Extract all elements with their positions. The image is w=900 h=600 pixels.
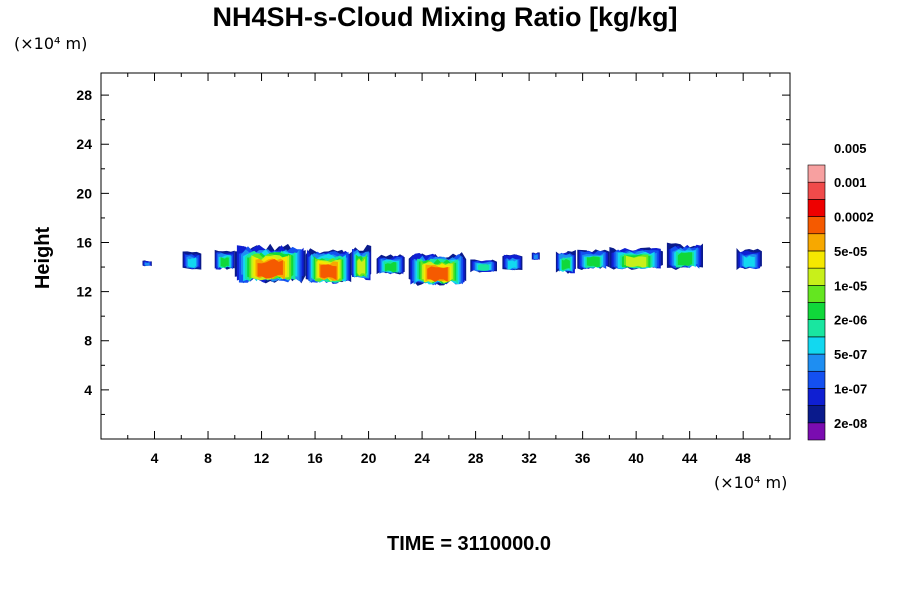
colorbar-label: 2e-06 [834,313,867,328]
colorbar-label: 5e-05 [834,244,867,259]
contour-fill [626,255,647,268]
colorbar-label: 0.005 [834,141,867,156]
time-label: TIME = 3110000.0 [387,533,551,555]
cloud-cluster [182,251,202,270]
x-tick-label: 24 [414,450,430,466]
contour-fill [677,252,693,266]
x-tick-label: 20 [361,450,377,466]
y-tick-label: 24 [76,136,92,152]
colorbar-swatch [807,319,826,338]
x-tick-label: 48 [735,450,751,466]
cloud-cluster [666,242,703,270]
colorbar-swatch [807,353,826,372]
contour-fill [478,264,490,271]
cloud-cluster [502,254,523,271]
colorbar-swatch [807,199,826,217]
colorbar: 2e-08 1e-07 5e-07 2e-06 1e-05 5e-05 0.0002 0.00… [807,141,874,441]
colorbar-swatch [807,250,826,269]
contour-fill [257,259,283,279]
cloud-cluster [142,260,152,267]
colorbar-label: 1e-05 [834,278,867,293]
contour-fill [533,254,538,260]
x-tick-label: 36 [575,450,591,466]
contour-fill [508,259,517,270]
colorbar-swatch [807,336,826,355]
colorbar-swatch [807,181,826,200]
colorbar-swatch [807,267,826,286]
colorbar-swatch [807,388,826,406]
contour-fill [427,266,448,282]
colorbar-swatch [807,216,826,235]
cloud-cluster [376,254,405,275]
y-tick-label: 8 [84,333,92,349]
chart-title: NH4SH-s-Cloud Mixing Ratio [kg/kg] [213,2,678,32]
y-tick-label: 28 [76,87,92,103]
y-tick-label: 12 [76,284,92,300]
x-tick-label: 44 [682,450,698,466]
colorbar-swatch [807,370,826,389]
cloud-cluster [555,250,576,274]
x-tick-label: 12 [254,450,270,466]
contour-fill [586,256,600,268]
colorbar-swatch [807,164,826,183]
cloud-cluster [234,243,306,284]
y-unit-label: (×10⁴ m) [14,34,87,53]
colorbar-swatch [807,233,826,252]
colorbar-label: 1e-07 [834,381,867,396]
contour-fill [385,262,397,273]
colorbar-swatch [807,422,826,441]
x-tick-label: 4 [151,450,159,466]
colorbar-label: 0.001 [834,175,867,190]
cloud-cluster [305,248,352,284]
cloud-cluster [470,259,497,273]
cloud-field [142,242,762,286]
colorbar-label: 2e-08 [834,416,867,431]
y-tick-label: 16 [76,234,92,250]
cloud-cluster [214,249,235,270]
cloud-cluster [531,252,540,260]
contour-fill [357,258,365,276]
contour-fill [743,255,755,268]
y-axis-title: Height [32,227,54,290]
contour-fill [144,262,150,266]
cloud-cluster [609,247,663,270]
x-tick-label: 8 [204,450,212,466]
contour-fill [320,264,337,280]
y-tick-label: 4 [84,382,92,398]
x-tick-label: 40 [628,450,644,466]
colorbar-label: 0.0002 [834,210,874,225]
x-tick-label: 16 [307,450,323,466]
cloud-cluster [351,244,372,281]
x-tick-label: 32 [521,450,537,466]
contour-fill [187,257,197,268]
cloud-cluster [408,252,467,286]
cloud-cluster [577,249,610,270]
contour-fill [220,257,229,268]
colorbar-label: 5e-07 [834,347,867,362]
colorbar-swatch [807,285,826,303]
cloud-cluster [736,248,762,270]
plot-frame [100,72,791,440]
x-unit-label: (×10⁴ m) [714,473,787,492]
x-tick-label: 28 [468,450,484,466]
contour-fill [561,259,570,270]
colorbar-swatch [807,302,826,320]
colorbar-swatch [807,405,826,424]
y-tick-label: 20 [76,185,92,201]
